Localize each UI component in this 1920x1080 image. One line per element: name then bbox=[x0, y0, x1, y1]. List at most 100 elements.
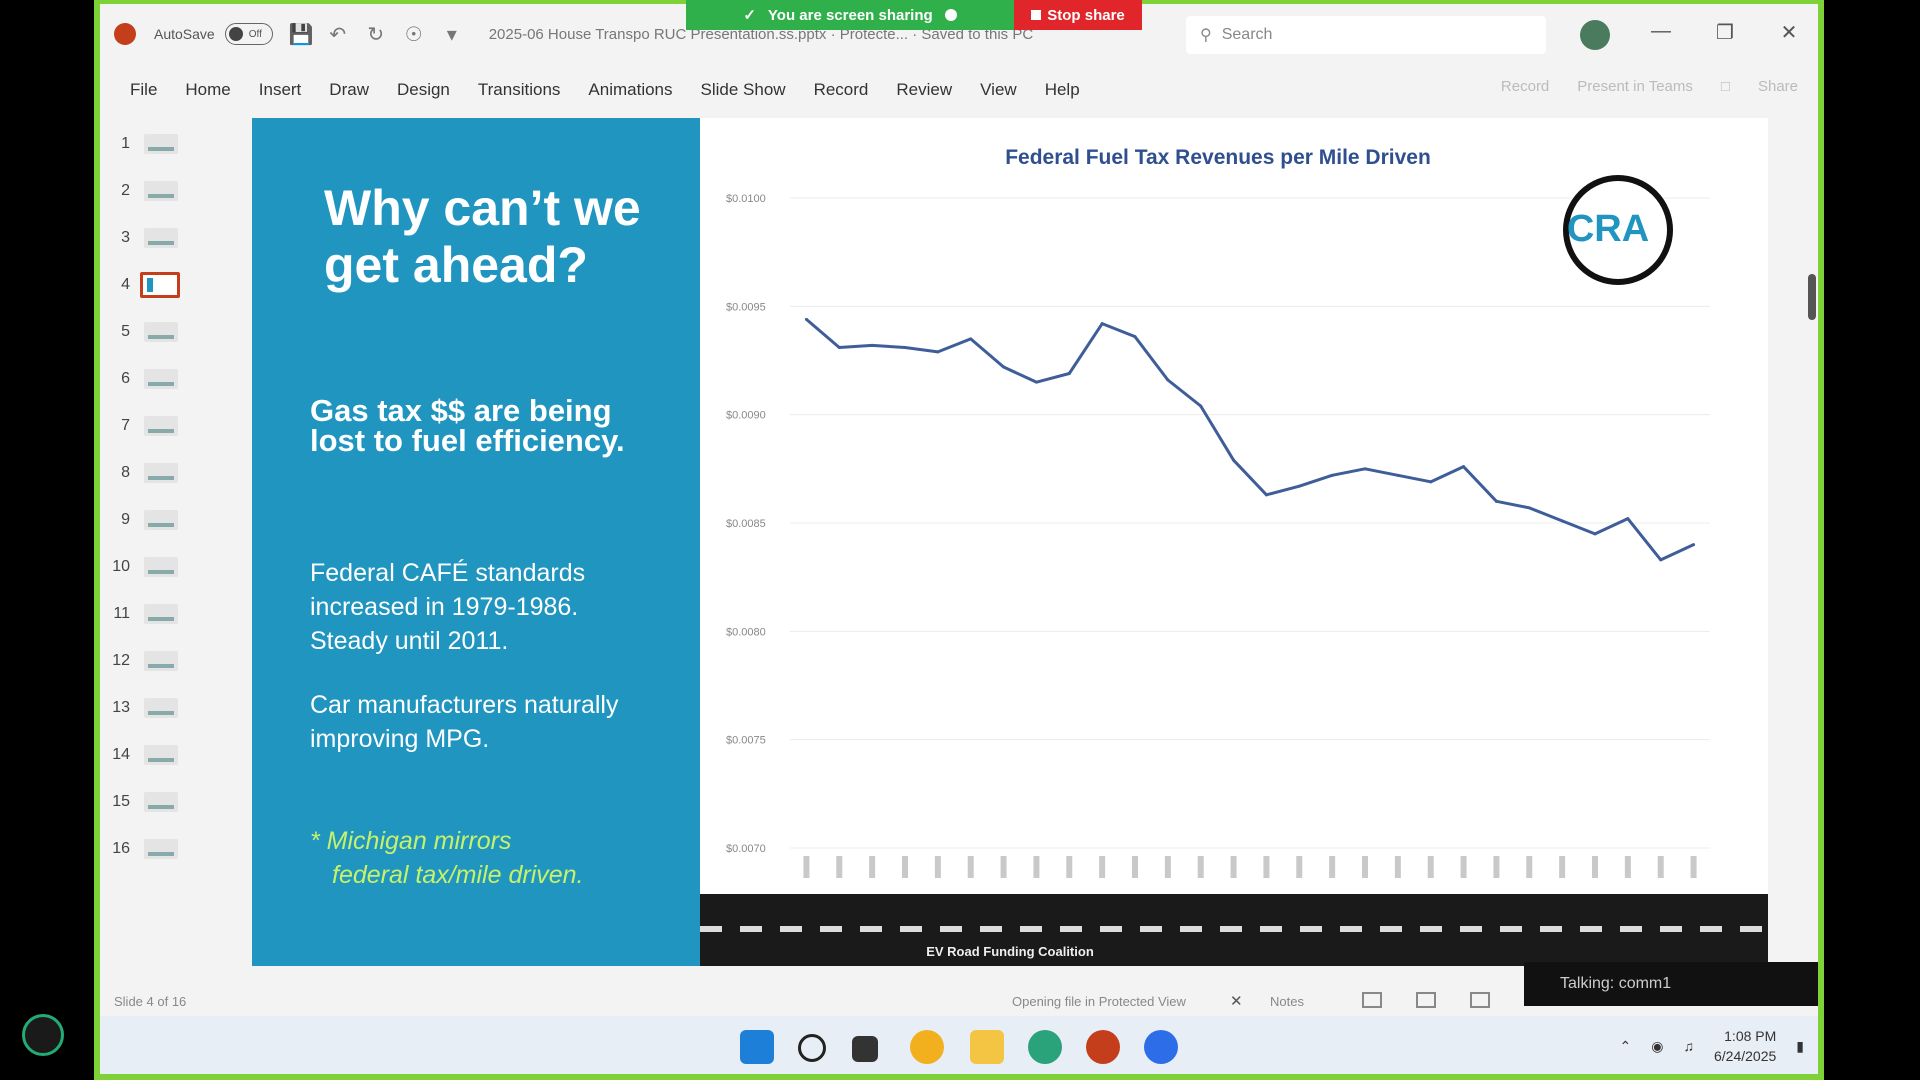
revenue-data-point bbox=[1462, 465, 1466, 469]
slide-thumbnail-image bbox=[144, 651, 178, 671]
slide-thumbnail[interactable]: 1 bbox=[100, 124, 210, 164]
slide-thumbnail[interactable]: 13 bbox=[100, 688, 210, 728]
tab-design[interactable]: Design bbox=[396, 80, 450, 99]
restore-icon[interactable]: ❐ bbox=[1716, 22, 1734, 44]
x-tick-mark bbox=[1132, 856, 1138, 878]
revenue-data-point bbox=[936, 350, 940, 354]
slide-thumbnail[interactable]: 12 bbox=[100, 641, 210, 681]
redo-icon[interactable]: ↻ bbox=[367, 23, 385, 46]
autosave-toggle[interactable]: Off bbox=[224, 23, 273, 45]
stop-share-button[interactable]: Stop share bbox=[1014, 0, 1142, 30]
tab-transitions[interactable]: Transitions bbox=[477, 80, 561, 99]
file-explorer-icon[interactable] bbox=[970, 1030, 1004, 1064]
customize-quick-access-icon[interactable]: ▾ bbox=[446, 23, 457, 46]
x-tick-mark bbox=[1592, 856, 1598, 878]
task-view-icon[interactable] bbox=[852, 1036, 878, 1062]
annotation-pen-button[interactable] bbox=[22, 1014, 64, 1056]
slide-thumbnail[interactable]: 8 bbox=[100, 453, 210, 493]
undo-icon[interactable]: ↶ bbox=[329, 23, 347, 46]
x-tick-mark bbox=[1493, 856, 1500, 878]
close-icon[interactable]: ✕ bbox=[1780, 22, 1798, 44]
tab-file[interactable]: File bbox=[130, 80, 158, 99]
volume-icon[interactable]: ♫ bbox=[1683, 1038, 1694, 1054]
x-tick-mark bbox=[1624, 856, 1631, 878]
present-icon[interactable]: ☉ bbox=[404, 23, 423, 46]
account-avatar[interactable] bbox=[1580, 20, 1610, 50]
minimize-icon[interactable]: — bbox=[1651, 20, 1671, 42]
notification-icon[interactable]: ▮ bbox=[1796, 1037, 1804, 1054]
search-icon[interactable] bbox=[798, 1034, 826, 1062]
slide-thumbnail[interactable]: 11 bbox=[100, 594, 210, 634]
scrollbar-thumb[interactable] bbox=[1808, 274, 1816, 320]
screen-sharing-banner: ✓ You are screen sharing bbox=[686, 0, 1014, 30]
tab-home[interactable]: Home bbox=[185, 80, 231, 99]
revenue-data-point bbox=[1659, 558, 1663, 562]
car-manufacturers-text: Car manufacturers naturally improving MP… bbox=[310, 691, 619, 753]
revenue-data-point bbox=[1494, 499, 1498, 503]
slide-thumbnail-number: 11 bbox=[113, 605, 130, 622]
save-icon[interactable]: 💾 bbox=[288, 23, 314, 46]
slide-thumbnail[interactable]: 4 bbox=[100, 265, 210, 305]
stop-share-label: Stop share bbox=[1047, 6, 1125, 24]
comments-icon[interactable]: □ bbox=[1720, 78, 1730, 95]
normal-view-icon[interactable] bbox=[1362, 992, 1382, 1008]
revenue-data-point bbox=[903, 346, 907, 349]
slide-thumbnail[interactable]: 9 bbox=[100, 500, 210, 540]
search-placeholder: Search bbox=[1221, 26, 1273, 43]
status-bar: Slide 4 of 16 Opening file in Protected … bbox=[100, 992, 1818, 1016]
slide-thumbnail-image bbox=[144, 134, 178, 154]
slide-thumbnail-number: 12 bbox=[112, 652, 130, 669]
present-in-teams-button[interactable]: Present in Teams bbox=[1577, 78, 1693, 95]
record-button[interactable]: Record bbox=[1500, 78, 1550, 95]
slide-thumbnail[interactable]: 5 bbox=[100, 312, 210, 352]
tab-help[interactable]: Help bbox=[1044, 80, 1080, 99]
zoom-icon[interactable] bbox=[1144, 1030, 1178, 1064]
x-tick-mark bbox=[1394, 856, 1401, 878]
clock[interactable]: 1:08 PM 6/24/2025 bbox=[1714, 1026, 1776, 1066]
revenue-data-point bbox=[1626, 517, 1630, 521]
powerpoint-icon[interactable] bbox=[1086, 1030, 1120, 1064]
edge-icon[interactable] bbox=[1028, 1030, 1062, 1064]
slide-thumbnail[interactable]: 15 bbox=[100, 782, 210, 822]
tab-insert[interactable]: Insert bbox=[258, 80, 302, 99]
slide-thumbnail[interactable]: 16 bbox=[100, 829, 210, 869]
powerpoint-logo-icon bbox=[114, 23, 136, 45]
revenue-data-point bbox=[1396, 473, 1400, 477]
slide-thumbnail[interactable]: 14 bbox=[100, 735, 210, 775]
chrome-icon[interactable] bbox=[910, 1030, 944, 1064]
x-tick-mark bbox=[1000, 856, 1007, 878]
road-banner: EV Road Funding Coalition bbox=[700, 894, 1768, 966]
slide-sorter-icon[interactable] bbox=[1416, 992, 1436, 1008]
sharing-status-dot-icon bbox=[944, 9, 957, 21]
slide-thumbnail[interactable]: 2 bbox=[100, 171, 210, 211]
x-tick-mark bbox=[1559, 856, 1566, 878]
share-button[interactable]: Share bbox=[1757, 78, 1798, 95]
notes-button[interactable]: Notes bbox=[1270, 994, 1304, 1009]
slide-thumbnail[interactable]: 3 bbox=[100, 218, 210, 258]
tab-slide-show[interactable]: Slide Show bbox=[700, 80, 786, 99]
chevron-up-icon[interactable]: ⌃ bbox=[1619, 1037, 1632, 1054]
slide-thumbnail[interactable]: 6 bbox=[100, 359, 210, 399]
system-tray: ⌃ ◉ ♫ 1:08 PM 6/24/2025 ▮ bbox=[1620, 1026, 1804, 1066]
close-icon[interactable]: ✕ bbox=[1230, 993, 1243, 1010]
slide-thumbnail[interactable]: 10 bbox=[100, 547, 210, 587]
shared-window: AutoSave Off 💾 ↶ ↻ ☉ ▾ 2025-06 House Tra… bbox=[94, 0, 1824, 1080]
start-icon[interactable] bbox=[740, 1030, 774, 1064]
reading-view-icon[interactable] bbox=[1470, 992, 1490, 1008]
tab-review[interactable]: Review bbox=[896, 80, 953, 99]
revenue-data-point bbox=[969, 337, 973, 341]
tab-animations[interactable]: Animations bbox=[588, 80, 673, 99]
slide-thumbnail-number: 1 bbox=[121, 135, 130, 152]
search-input[interactable]: ⚲ Search bbox=[1186, 16, 1546, 54]
michigan-note-line1: * Michigan mirrors bbox=[310, 827, 512, 855]
vertical-scrollbar[interactable] bbox=[1806, 114, 1818, 954]
network-icon[interactable]: ◉ bbox=[1651, 1037, 1664, 1054]
slide-thumbnail[interactable]: 7 bbox=[100, 406, 210, 446]
ribbon-actions: Record Present in Teams □ Share bbox=[1501, 78, 1798, 95]
tab-view[interactable]: View bbox=[980, 80, 1017, 99]
tab-draw[interactable]: Draw bbox=[329, 80, 369, 99]
search-icon: ⚲ bbox=[1200, 27, 1212, 44]
tab-record[interactable]: Record bbox=[813, 80, 869, 99]
x-tick-mark bbox=[1164, 856, 1171, 878]
